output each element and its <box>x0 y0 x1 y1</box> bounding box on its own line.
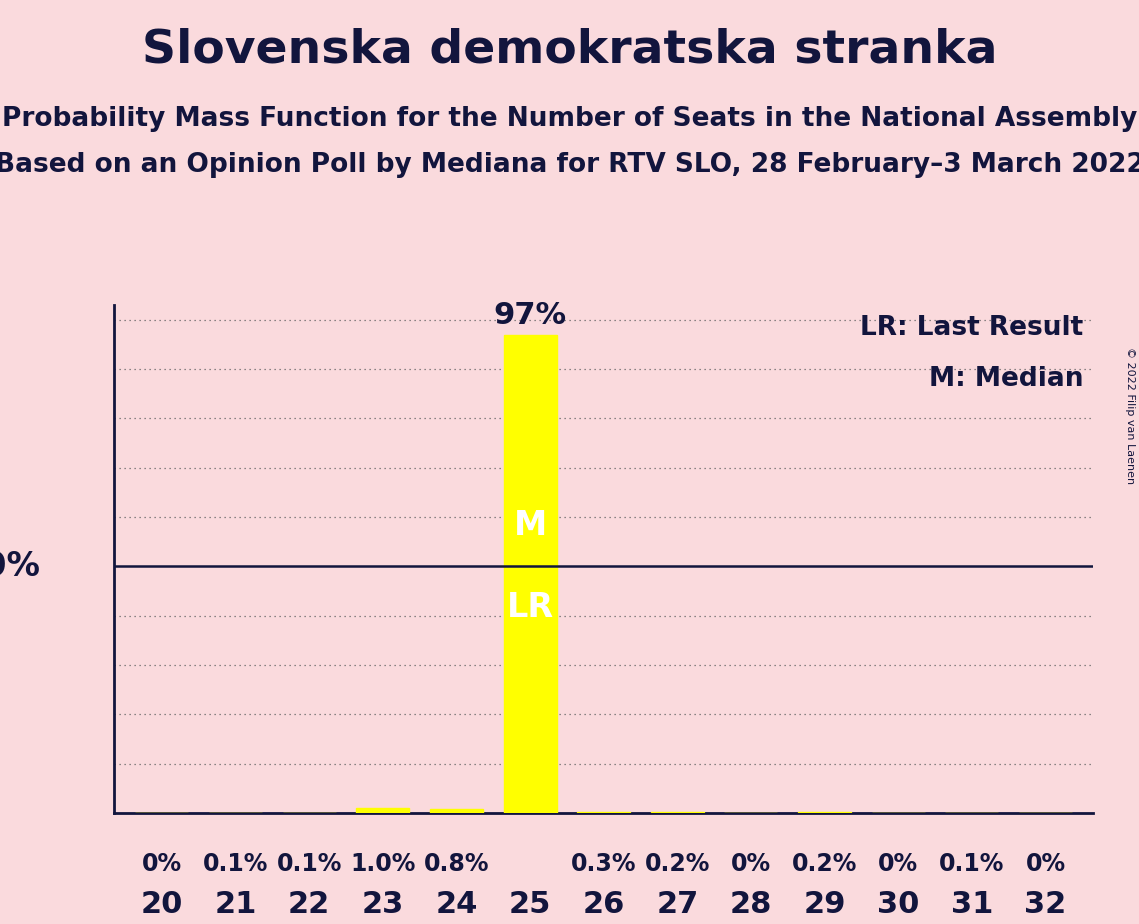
Text: M: Median: M: Median <box>929 366 1083 392</box>
Text: 0.2%: 0.2% <box>792 852 858 876</box>
Text: 0%: 0% <box>141 852 182 876</box>
Text: 1.0%: 1.0% <box>350 852 416 876</box>
Bar <box>357 808 409 813</box>
Text: Based on an Opinion Poll by Mediana for RTV SLO, 28 February–3 March 2022: Based on an Opinion Poll by Mediana for … <box>0 152 1139 178</box>
Bar <box>577 811 630 813</box>
Text: LR: Last Result: LR: Last Result <box>860 315 1083 341</box>
Text: 0.3%: 0.3% <box>571 852 637 876</box>
Text: Slovenska demokratska stranka: Slovenska demokratska stranka <box>141 28 998 73</box>
Text: 0.1%: 0.1% <box>940 852 1005 876</box>
Text: Probability Mass Function for the Number of Seats in the National Assembly: Probability Mass Function for the Number… <box>2 106 1137 132</box>
Text: M: M <box>514 509 547 541</box>
Text: 0.1%: 0.1% <box>277 852 342 876</box>
Text: 0.1%: 0.1% <box>203 852 268 876</box>
Bar <box>798 812 851 813</box>
Bar <box>503 334 557 813</box>
Text: 0.8%: 0.8% <box>424 852 489 876</box>
Text: LR: LR <box>507 591 554 624</box>
Bar <box>650 812 704 813</box>
Text: 0.2%: 0.2% <box>645 852 710 876</box>
Text: 0%: 0% <box>878 852 918 876</box>
Text: © 2022 Filip van Laenen: © 2022 Filip van Laenen <box>1125 347 1134 484</box>
Text: 0%: 0% <box>731 852 771 876</box>
Bar <box>429 809 483 813</box>
Text: 0%: 0% <box>1025 852 1066 876</box>
Text: 50%: 50% <box>0 550 41 583</box>
Text: 97%: 97% <box>493 300 566 330</box>
